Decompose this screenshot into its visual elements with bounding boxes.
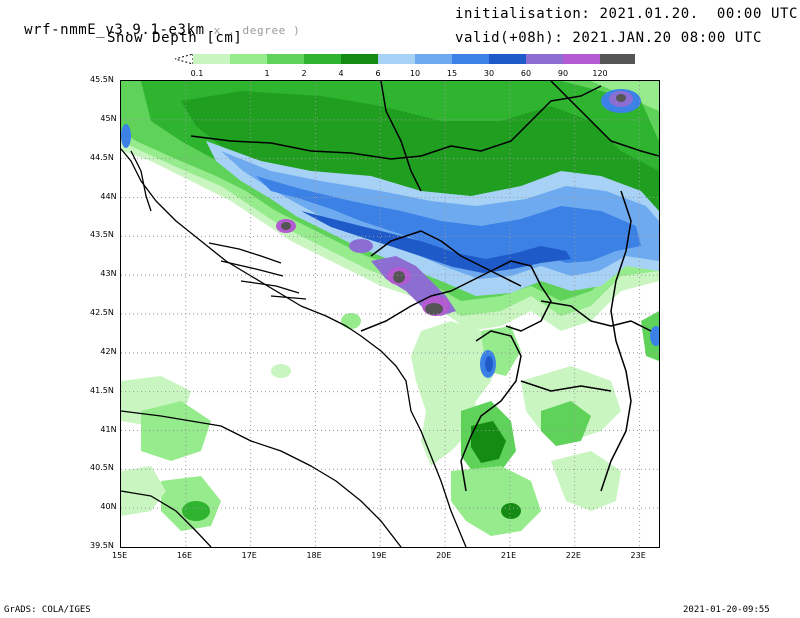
longitude-label: 17E [241,551,257,560]
colorbar-swatch [230,54,267,64]
latitude-label: 40.5N [90,463,114,473]
longitude-label: 18E [306,551,322,560]
colorbar-low-arrow [175,54,194,65]
snow-field [121,81,659,536]
coastlines [121,148,467,547]
colorbar-swatch [452,54,489,64]
colorbar-swatch [267,54,304,64]
colorbar-high-arrow [600,54,635,64]
model-note: x . degree ) [213,24,301,37]
colorbar-level-label: 1 [264,69,269,78]
longitude-label: 19E [371,551,387,560]
colorbar-swatch [563,54,600,64]
snow-depth-colorbar: 0.1 1 2 4 6 10 15 30 60 90 120 [175,54,635,78]
longitude-label: 21E [500,551,517,560]
colorbar-level-label: 90 [558,69,568,78]
snow-depth-map [120,80,660,548]
colorbar-level-label: 6 [375,69,380,78]
colorbar-swatch [304,54,341,64]
latitude-label: 42N [100,346,117,356]
latitude-label: 45N [100,113,117,123]
latitude-label: 44.5N [90,152,114,162]
latitude-label: 39.5N [90,541,114,550]
latitude-label: 43.5N [90,230,114,240]
colorbar-swatch [378,54,415,64]
colorbar-level-label: 30 [484,69,494,78]
colorbar-level-label: 4 [338,69,343,78]
colorbar-swatch [526,54,563,64]
colorbar-level-label: 0.1 [191,69,204,78]
latitude-label: 44N [100,191,117,201]
longitude-label: 15E [112,551,128,560]
colorbar-level-label: 2 [301,69,306,78]
colorbar-level-label: 120 [592,69,607,78]
longitude-label: 22E [565,551,581,560]
latitude-label: 45.5N [90,75,114,84]
colorbar-level-label: 60 [521,69,531,78]
colorbar-swatch [193,54,230,64]
generation-timestamp: 2021-01-20-09:55 [683,605,770,615]
colorbar-swatch [341,54,378,64]
latitude-label: 40N [100,502,117,512]
longitude-label: 20E [436,551,452,560]
latitude-label: 42.5N [90,308,114,317]
model-title: wrf-nmmE_v3.9.1-e3km x . degree ) [24,22,301,38]
init-time: initialisation: 2021.01.20. 00:00 UTC [455,6,799,22]
longitude-label: 16E [176,551,193,560]
valid-time: valid(+08h): 2021.JAN.20 08:00 UTC [455,30,762,46]
latitude-label: 43N [100,269,117,279]
colorbar-level-label: 10 [410,69,420,78]
variable-title: Snow Depth [cm] [107,30,243,46]
country-borders [190,81,659,492]
longitude-label: 23E [630,551,646,560]
software-credit: GrADS: COLA/IGES [4,605,91,615]
colorbar-swatch [489,54,526,64]
colorbar-level-label: 15 [447,69,457,78]
colorbar-swatch [415,54,452,64]
latitude-label: 41.5N [90,385,114,395]
latitude-label: 41N [100,424,117,434]
